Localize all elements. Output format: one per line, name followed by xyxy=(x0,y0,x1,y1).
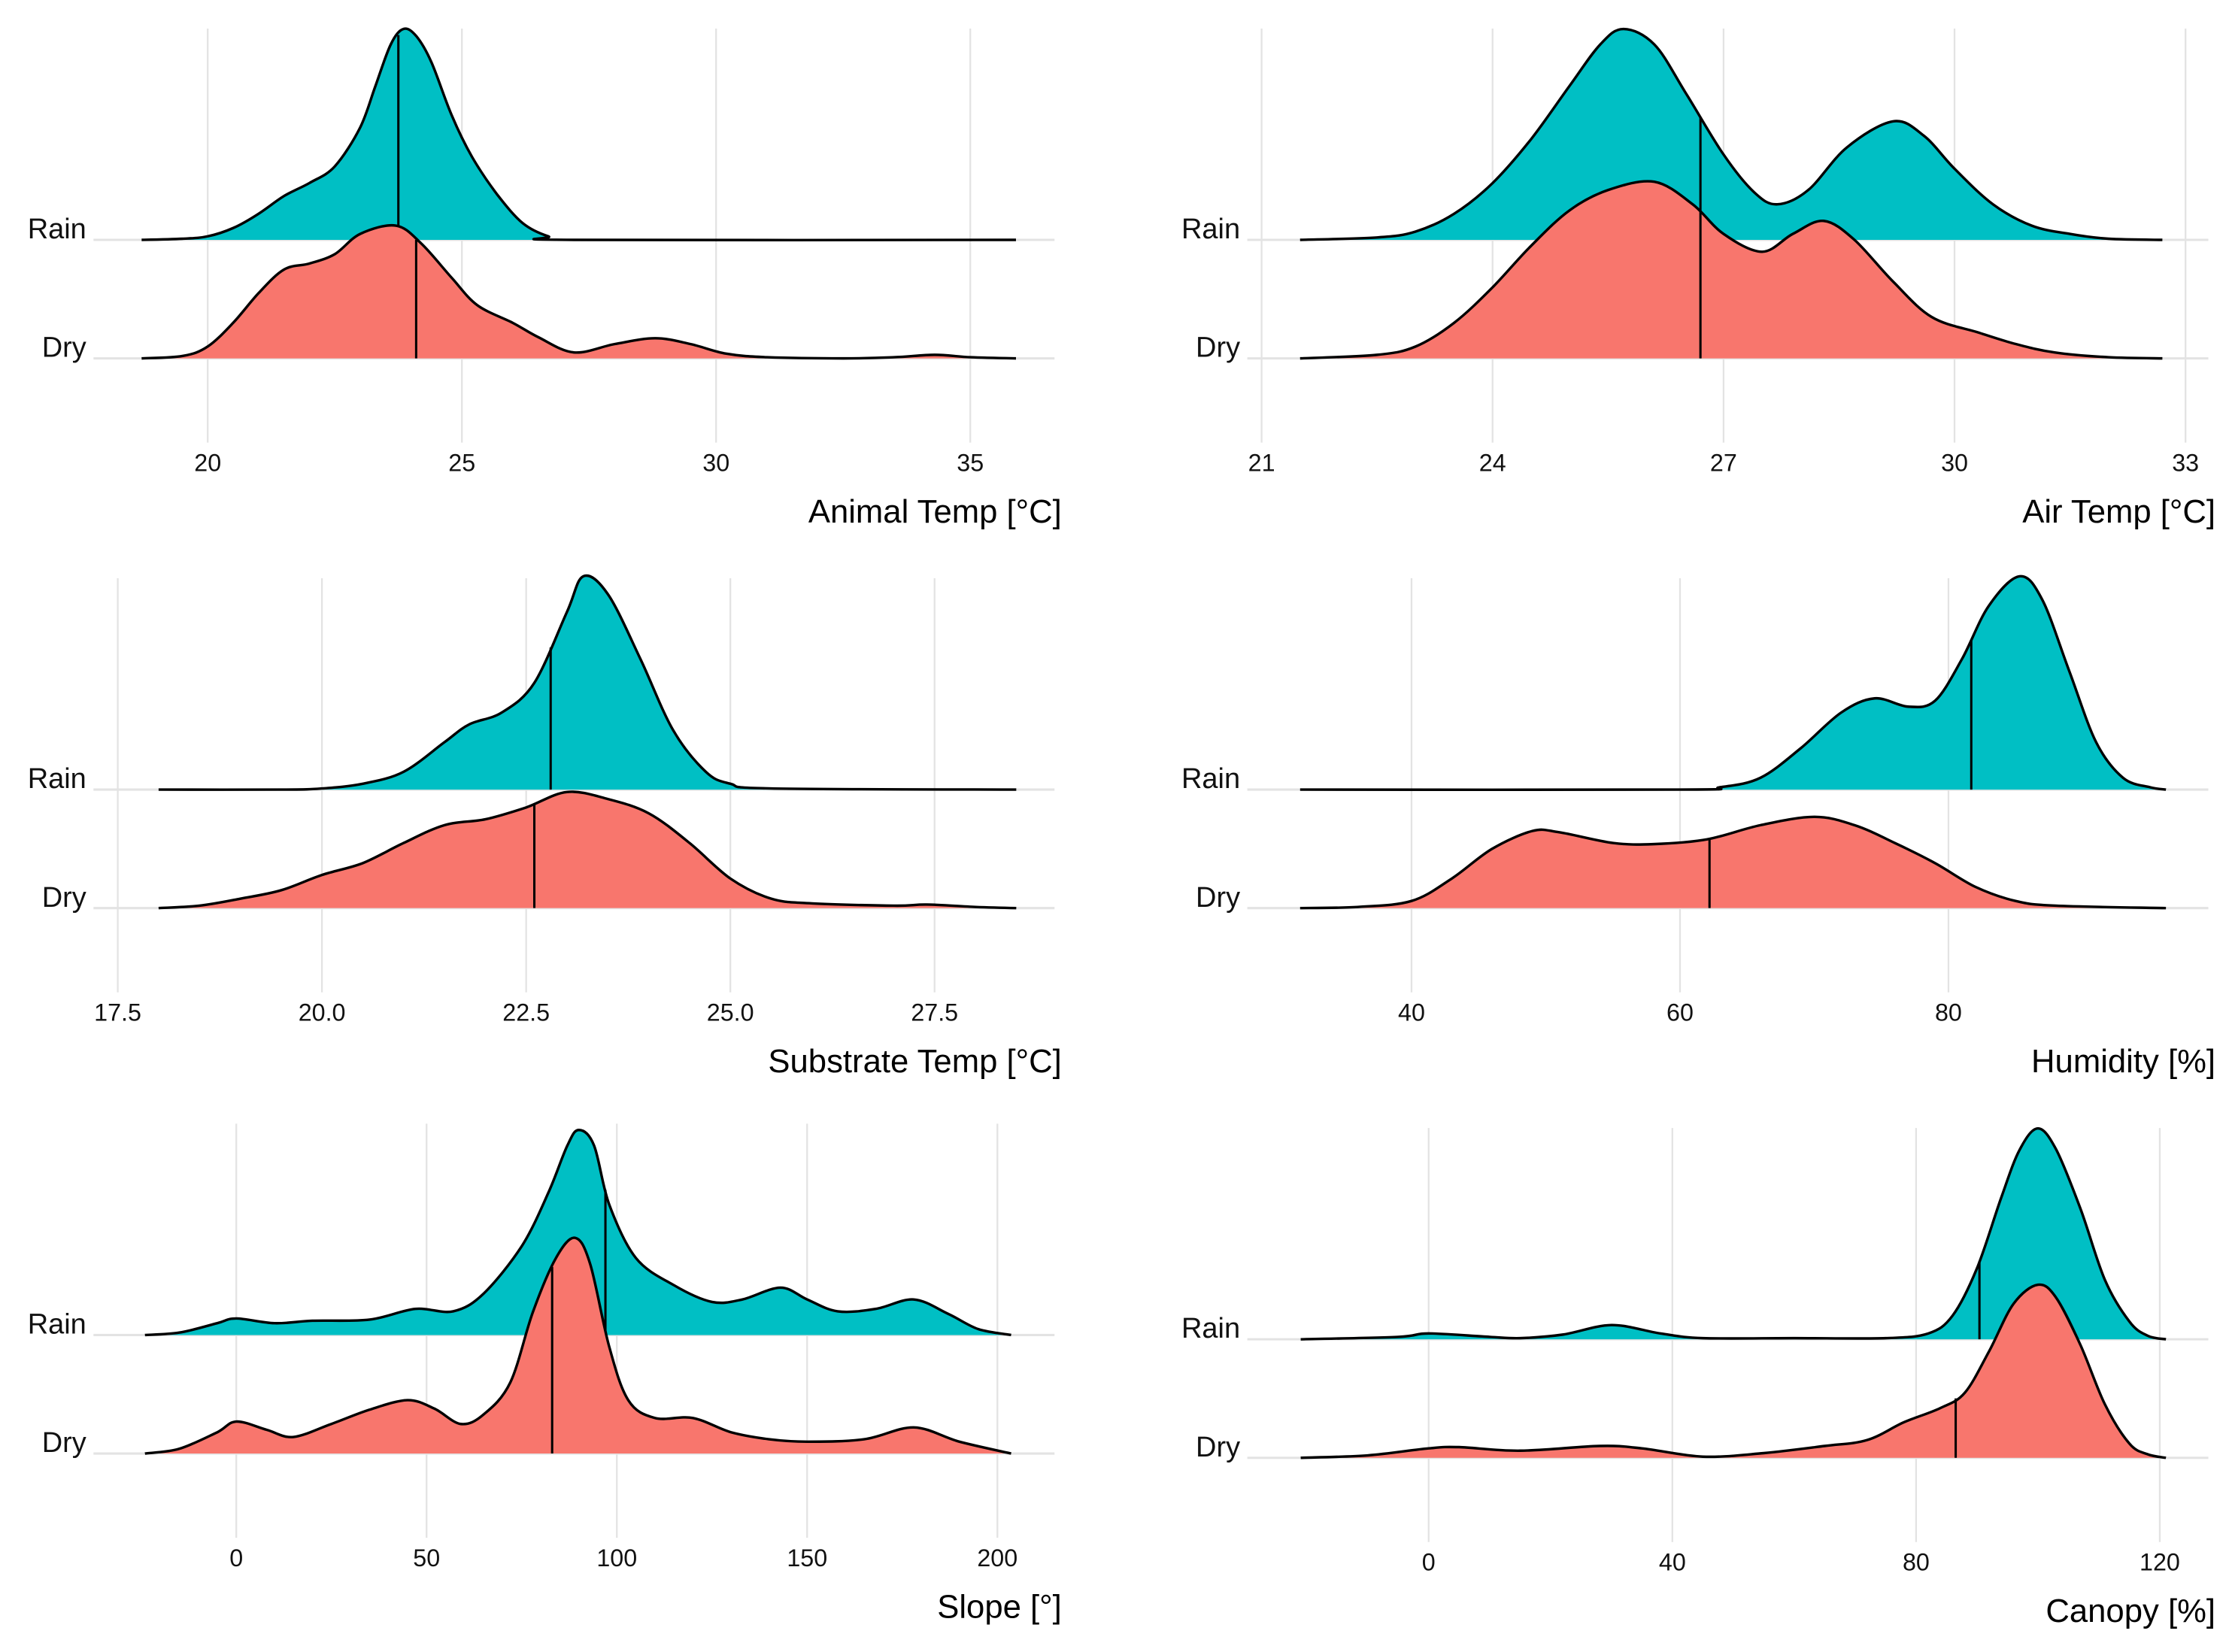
density-area-dry xyxy=(1299,181,2163,359)
x-tick-label: 40 xyxy=(1398,999,1425,1026)
y-tick-label-dry: Dry xyxy=(1196,332,1240,364)
x-tick-label: 30 xyxy=(1941,450,1968,477)
x-tick-label: 150 xyxy=(787,1544,827,1572)
density-area-rain xyxy=(158,575,1017,790)
x-tick-label: 22.5 xyxy=(502,999,550,1026)
y-tick-label-rain: Rain xyxy=(1181,214,1240,245)
x-tick-label: 20.0 xyxy=(299,999,346,1026)
density-line-rain xyxy=(141,27,1016,242)
x-tick-label: 27 xyxy=(1710,450,1737,477)
density-line-rain xyxy=(1299,27,2163,241)
x-axis-title: Slope [°] xyxy=(937,1588,1062,1625)
x-tick-label: 27.5 xyxy=(911,999,958,1026)
density-line-rain xyxy=(1299,574,2167,792)
x-tick-label: 200 xyxy=(977,1544,1017,1572)
density-line-dry xyxy=(144,1236,1011,1455)
x-tick-label: 33 xyxy=(2172,450,2199,477)
y-tick-label-rain: Rain xyxy=(28,763,86,795)
x-tick-label: 25.0 xyxy=(707,999,754,1026)
x-tick-label: 25 xyxy=(448,450,475,477)
density-area-dry xyxy=(141,225,1017,359)
density-line-dry xyxy=(1299,815,2167,910)
y-tick-label-rain: Rain xyxy=(1181,1313,1240,1344)
x-tick-label: 100 xyxy=(596,1544,637,1572)
x-tick-label: 30 xyxy=(702,450,729,477)
x-tick-label: 21 xyxy=(1248,450,1275,477)
x-tick-label: 40 xyxy=(1659,1549,1686,1576)
density-line-rain xyxy=(1300,1126,2167,1341)
density-area-dry xyxy=(1300,1284,2167,1458)
x-axis-title: Animal Temp [°C] xyxy=(808,493,1062,530)
density-line-dry xyxy=(1299,180,2163,360)
y-tick-label-dry: Dry xyxy=(42,332,86,364)
density-line-dry xyxy=(141,223,1017,360)
density-area-rain xyxy=(1299,576,2167,790)
y-tick-label-rain: Rain xyxy=(1181,763,1240,795)
x-tick-label: 24 xyxy=(1479,450,1506,477)
x-tick-label: 50 xyxy=(413,1544,440,1572)
y-tick-label-rain: Rain xyxy=(28,214,86,245)
y-tick-label-dry: Dry xyxy=(1196,882,1240,914)
density-area-dry xyxy=(144,1238,1011,1454)
density-line-rain xyxy=(158,574,1017,791)
x-tick-label: 60 xyxy=(1666,999,1694,1026)
density-line-rain xyxy=(144,1129,1011,1337)
density-area-rain xyxy=(141,29,1017,241)
x-axis-title: Canopy [%] xyxy=(2046,1593,2215,1629)
y-tick-label-dry: Dry xyxy=(42,882,86,914)
x-tick-label: 80 xyxy=(1935,999,1962,1026)
density-line-dry xyxy=(158,790,1017,910)
x-axis-title: Substrate Temp [°C] xyxy=(768,1043,1061,1080)
y-tick-label-dry: Dry xyxy=(1196,1432,1240,1463)
density-area-rain xyxy=(1300,1128,2167,1340)
y-tick-label-rain: Rain xyxy=(28,1309,86,1341)
density-area-rain xyxy=(1299,29,2163,241)
x-tick-label: 17.5 xyxy=(94,999,141,1026)
x-axis-title: Humidity [%] xyxy=(2031,1043,2215,1080)
density-area-dry xyxy=(1299,817,2167,908)
y-tick-label-dry: Dry xyxy=(42,1427,86,1459)
x-tick-label: 0 xyxy=(229,1544,243,1572)
x-tick-label: 120 xyxy=(2140,1549,2180,1576)
density-area-dry xyxy=(158,791,1017,908)
density-line-dry xyxy=(1300,1283,2167,1460)
x-tick-label: 35 xyxy=(957,450,984,477)
x-tick-label: 20 xyxy=(194,450,221,477)
x-tick-label: 0 xyxy=(1422,1549,1436,1576)
density-area-rain xyxy=(144,1129,1011,1335)
x-tick-label: 80 xyxy=(1903,1549,1930,1576)
x-axis-title: Air Temp [°C] xyxy=(2022,493,2215,530)
